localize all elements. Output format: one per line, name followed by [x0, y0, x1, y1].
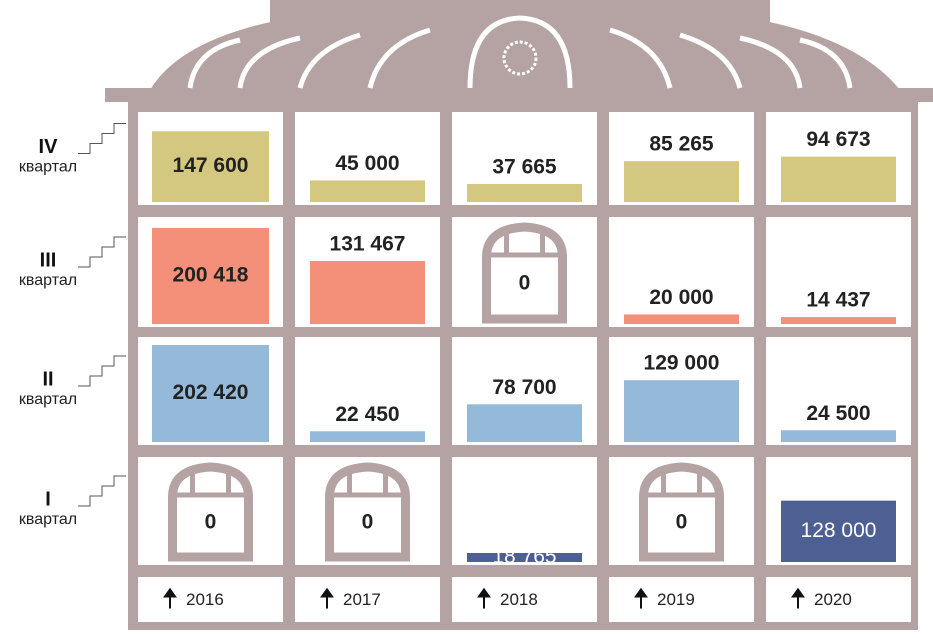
- value-label: 0: [519, 272, 531, 295]
- cell: [766, 577, 911, 622]
- cell: [609, 217, 754, 327]
- bar: [781, 500, 896, 562]
- value-label: 0: [205, 511, 217, 534]
- x-tick-label: 2018: [500, 590, 538, 609]
- value-label: 78 700: [492, 376, 556, 399]
- x-tick-label: 2019: [657, 590, 695, 609]
- cell: [295, 577, 440, 622]
- arrow: [477, 587, 491, 609]
- value-label: 147 600: [173, 154, 249, 177]
- cell: [609, 577, 754, 622]
- cell: [452, 577, 597, 622]
- quarter-label: III: [40, 249, 57, 271]
- bar: [152, 131, 269, 202]
- cell: [452, 457, 597, 565]
- bar: [467, 404, 582, 442]
- cornice: [105, 88, 933, 102]
- value-label: 22 450: [335, 403, 399, 426]
- bar: [310, 261, 425, 324]
- window-frame: [329, 471, 406, 498]
- value-label: 18 765: [492, 545, 556, 568]
- arrow: [634, 587, 648, 609]
- value-label: 85 265: [649, 133, 714, 156]
- x-tick-label: 2020: [814, 590, 852, 609]
- stairs: [78, 475, 126, 507]
- bar: [310, 180, 425, 202]
- stairs: [78, 123, 126, 154]
- quarter-suffix: квартал: [19, 391, 77, 408]
- quarter-suffix: квартал: [19, 511, 77, 528]
- value-label: 45 000: [335, 152, 399, 175]
- bar: [467, 553, 582, 562]
- cell: [766, 217, 911, 327]
- window-frame: [643, 471, 720, 498]
- value-label: 0: [362, 511, 374, 534]
- bar: [781, 317, 896, 324]
- value-label: 37 665: [492, 155, 557, 178]
- bar: [310, 431, 425, 442]
- value-label: 200 418: [173, 264, 249, 287]
- value-label: 20 000: [649, 286, 713, 309]
- arrow: [791, 587, 805, 609]
- quarter-label: I: [45, 488, 51, 510]
- quarter-label: IV: [39, 136, 59, 158]
- cell: [138, 577, 283, 622]
- bar: [781, 430, 896, 442]
- stairs: [78, 355, 126, 387]
- value-label: 14 437: [806, 289, 870, 312]
- value-label: 128 000: [801, 519, 877, 542]
- value-label: 0: [676, 511, 688, 534]
- window-frame: [172, 471, 249, 498]
- arrow: [320, 587, 334, 609]
- bar: [152, 345, 269, 442]
- bar: [624, 380, 739, 442]
- x-tick-label: 2017: [343, 590, 381, 609]
- cell: [766, 337, 911, 445]
- bar: [781, 156, 896, 202]
- quarter-suffix: квартал: [19, 159, 77, 176]
- stairs: [78, 236, 126, 268]
- arrow: [163, 587, 177, 609]
- bar: [467, 183, 582, 202]
- x-tick-label: 2016: [186, 590, 224, 609]
- window-frame: [486, 231, 563, 258]
- quarter-label: II: [42, 368, 53, 390]
- value-label: 129 000: [644, 352, 720, 375]
- value-label: 131 467: [330, 233, 406, 256]
- bar: [152, 227, 269, 324]
- value-label: 202 420: [173, 381, 249, 404]
- bar: [624, 161, 739, 202]
- quarter-suffix: квартал: [19, 272, 77, 289]
- roof-arches: [187, 15, 853, 89]
- value-label: 94 673: [806, 128, 870, 151]
- cell: [295, 337, 440, 445]
- dome: [468, 6, 572, 110]
- bar: [624, 314, 739, 324]
- roof: [105, 0, 933, 110]
- value-label: 24 500: [806, 402, 870, 425]
